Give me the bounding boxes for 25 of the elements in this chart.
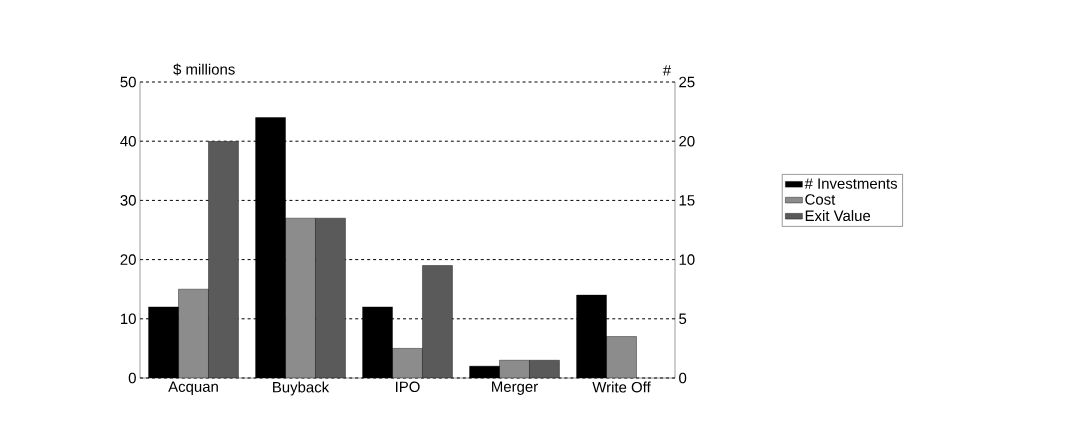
y2-tick-label: 10	[679, 254, 695, 265]
y2-tick-label: 20	[679, 135, 695, 147]
y2-tick-label: 5	[679, 313, 687, 325]
y2-tick-label: 15	[679, 195, 695, 206]
x-tick-label: Merger	[492, 381, 538, 395]
bar	[315, 218, 346, 378]
y2-tick-label: 25	[679, 76, 695, 88]
x-tick-label: Write Off	[592, 381, 651, 393]
y-tick-label: 0	[128, 372, 136, 384]
bar	[422, 265, 453, 378]
bar	[208, 141, 239, 378]
y2-axis-title: #	[662, 65, 672, 76]
y-tick-label: 50	[120, 76, 136, 88]
x-tick-label: Buyback	[273, 381, 330, 396]
legend-label: Cost	[805, 194, 836, 205]
x-tick-label: Acquan	[168, 381, 218, 395]
legend-label: Exit Value	[805, 210, 871, 222]
legend-label: # Investments	[804, 178, 898, 189]
y-axis-title: $ millions	[173, 63, 235, 76]
y-tick-label: 30	[120, 195, 136, 206]
y-tick-label: 40	[120, 135, 136, 147]
y2-tick-label: 0	[679, 372, 687, 384]
y-tick-label: 10	[121, 313, 136, 325]
y-tick-label: 20	[120, 254, 136, 265]
x-tick-label: IPO	[396, 381, 420, 393]
